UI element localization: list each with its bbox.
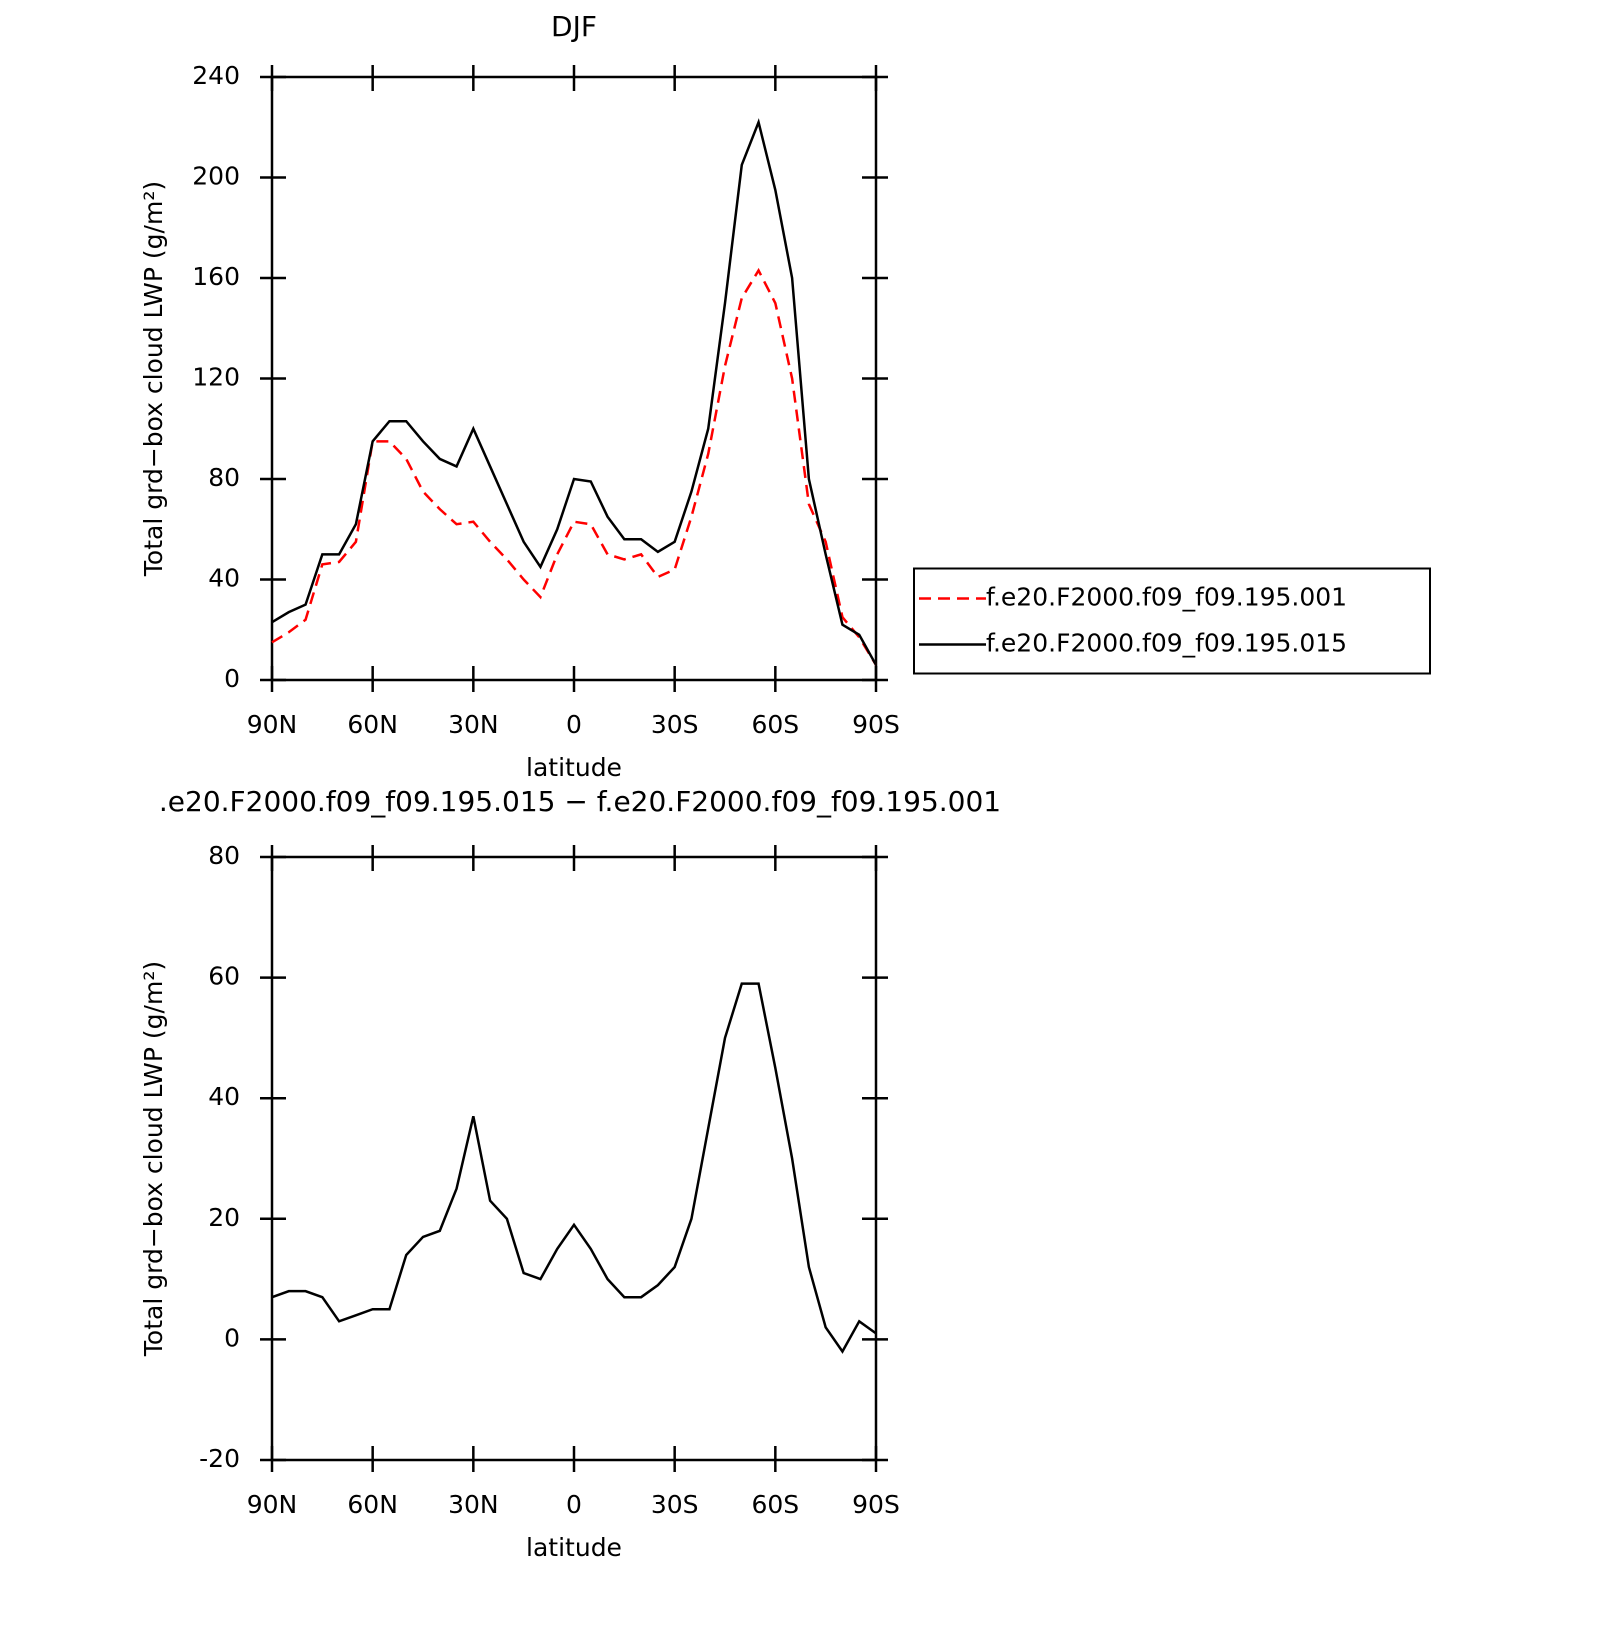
y-tick-label: 240	[192, 61, 240, 90]
legend-box	[913, 567, 1431, 675]
y-tick-label: 60	[208, 962, 240, 991]
x-tick-label: 0	[566, 1490, 582, 1519]
x-tick-label: 30N	[448, 710, 499, 739]
y-tick-label: 40	[208, 1082, 240, 1111]
x-tick-label: 60N	[347, 710, 398, 739]
y-axis-label: Total grd−box cloud LWP (g/m²)	[139, 181, 168, 577]
x-tick-label: 60N	[347, 1490, 398, 1519]
y-tick-label: 80	[208, 841, 240, 870]
x-tick-label: 90S	[852, 1490, 900, 1519]
x-tick-label: 90S	[852, 710, 900, 739]
chart-title: .e20.F2000.f09_f09.195.015 − f.e20.F2000…	[159, 785, 1001, 818]
x-tick-label: 60S	[751, 1490, 799, 1519]
legend-label: f.e20.F2000.f09_f09.195.015	[986, 629, 1347, 658]
y-tick-label: 80	[208, 463, 240, 492]
y-tick-label: -20	[199, 1444, 240, 1473]
x-tick-label: 90N	[247, 710, 298, 739]
x-axis-label: latitude	[526, 1533, 622, 1562]
x-tick-label: 30S	[651, 1490, 699, 1519]
y-axis-label: Total grd−box cloud LWP (g/m²)	[139, 961, 168, 1357]
data-line	[271, 118, 878, 666]
y-tick-label: 120	[192, 363, 240, 392]
x-axis-label: latitude	[526, 753, 622, 782]
y-tick-label: 200	[192, 162, 240, 191]
y-tick-label: 160	[192, 262, 240, 291]
y-tick-label: 40	[208, 564, 240, 593]
x-tick-label: 30N	[448, 1490, 499, 1519]
data-line	[271, 267, 878, 666]
data-line	[271, 982, 877, 1354]
x-tick-label: 30S	[651, 710, 699, 739]
chart-title: DJF	[551, 10, 597, 43]
y-tick-label: 20	[208, 1203, 240, 1232]
plot-frame	[270, 75, 878, 682]
y-tick-label: 0	[224, 1323, 240, 1352]
plot-frame	[270, 855, 878, 1462]
legend-label: f.e20.F2000.f09_f09.195.001	[986, 583, 1347, 612]
x-tick-label: 60S	[751, 710, 799, 739]
x-tick-label: 90N	[247, 1490, 298, 1519]
y-tick-label: 0	[224, 664, 240, 693]
x-tick-label: 0	[566, 710, 582, 739]
